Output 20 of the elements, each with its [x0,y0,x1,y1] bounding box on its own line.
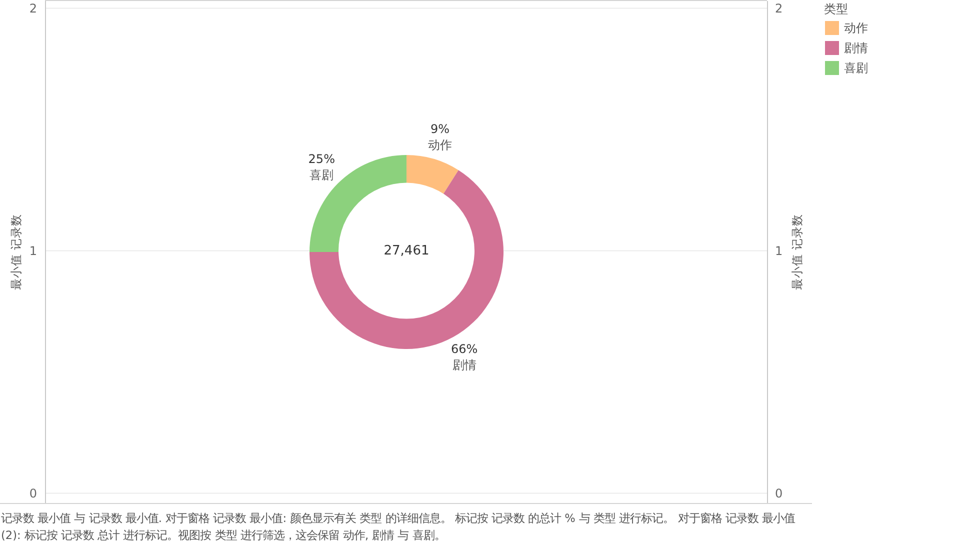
data-label: 9% [430,122,450,136]
y-tick-label: 1 [29,244,37,258]
y2-tick-label: 1 [775,244,783,258]
legend-label: 动作 [844,21,868,35]
legend-label: 喜剧 [844,61,868,75]
y2-tick-label: 0 [775,486,783,500]
y-tick-label: 0 [29,486,37,500]
caption: 记录数 最小值 与 记录数 最小值. 对于窗格 记录数 最小值: 颜色显示有关 类型 的详细信息。 标记按 记录数 的总计 % 与 类型 进行标记。 对于窗格 记录数 最小值 (2): 标记按 记录数 总计 进行标记。视图按 类型 进行筛选，这会保留 动作, 剧情 与 喜剧。 [1,511,796,544]
data-label: 25% [308,152,335,166]
legend-label: 剧情 [844,41,868,55]
mark-label: 27,461 [384,243,430,258]
y2-axis-title: 最小值 记录数 [790,214,804,290]
y-axis-title: 最小值 记录数 [9,214,23,290]
data-label: 66% [450,342,478,356]
slice-label: 动作 [428,138,452,152]
slice-label: 喜剧 [310,168,334,182]
slice-label: 剧情 [452,358,476,372]
y-tick-label: 2 [29,1,37,16]
legend-title: 类型 [824,2,848,16]
y2-tick-label: 2 [775,1,783,16]
